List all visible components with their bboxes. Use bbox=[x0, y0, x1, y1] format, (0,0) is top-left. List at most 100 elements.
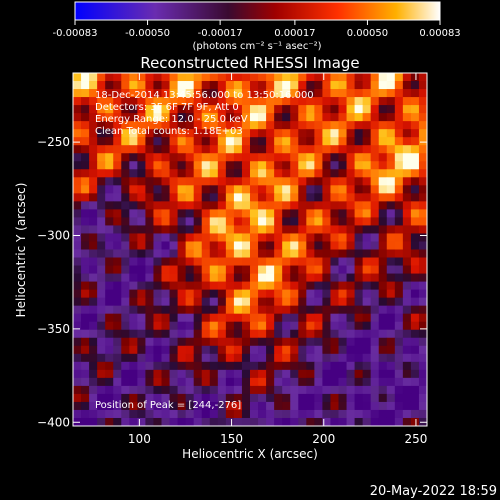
heatmap-cell bbox=[97, 289, 106, 299]
heatmap-cell bbox=[153, 193, 162, 202]
heatmap-cell bbox=[129, 353, 138, 363]
heatmap-cell bbox=[145, 313, 154, 323]
heatmap-cell bbox=[386, 89, 396, 98]
heatmap-cell bbox=[354, 265, 364, 274]
heatmap-cell bbox=[330, 257, 339, 266]
heatmap-cell bbox=[241, 385, 251, 395]
heatmap-cell bbox=[209, 185, 219, 194]
heatmap-cell bbox=[250, 105, 259, 114]
heatmap-cell bbox=[169, 241, 178, 250]
heatmap-cell bbox=[338, 169, 347, 178]
heatmap-cell bbox=[185, 409, 195, 419]
heatmap-cell bbox=[73, 161, 82, 170]
heatmap-cell bbox=[105, 169, 114, 178]
heatmap-cell bbox=[410, 321, 420, 331]
heatmap-cell bbox=[330, 105, 339, 114]
heatmap-cell bbox=[217, 281, 227, 291]
heatmap-cell bbox=[250, 409, 259, 419]
heatmap-cell bbox=[161, 89, 170, 98]
heatmap-cell bbox=[418, 153, 427, 162]
heatmap-cell bbox=[370, 417, 380, 426]
heatmap-cell bbox=[306, 193, 315, 202]
heatmap-cell bbox=[370, 313, 380, 323]
heatmap-cell bbox=[362, 137, 372, 146]
heatmap-cell bbox=[161, 185, 170, 194]
heatmap-cell bbox=[145, 345, 154, 355]
heatmap-cell bbox=[354, 193, 364, 202]
heatmap-cell bbox=[410, 385, 420, 395]
heatmap-cell bbox=[306, 265, 315, 274]
heatmap-cell bbox=[73, 369, 82, 379]
heatmap-cell bbox=[161, 345, 170, 355]
heatmap-cell bbox=[137, 345, 146, 355]
heatmap-cell bbox=[145, 281, 154, 291]
heatmap-cell bbox=[233, 241, 243, 250]
heatmap-cell bbox=[386, 409, 396, 419]
heatmap-cell bbox=[137, 89, 146, 98]
heatmap-cell bbox=[137, 361, 146, 371]
heatmap-cell bbox=[89, 409, 98, 419]
heatmap-cell bbox=[89, 193, 98, 202]
heatmap-cell bbox=[250, 185, 259, 194]
heatmap-cell bbox=[193, 201, 203, 210]
heatmap-cell bbox=[394, 121, 404, 130]
heatmap-cell bbox=[354, 393, 364, 403]
heatmap-cell bbox=[81, 409, 90, 419]
heatmap-cell bbox=[73, 121, 82, 130]
heatmap-cell bbox=[306, 377, 315, 387]
heatmap-cell bbox=[250, 385, 259, 395]
heatmap-cell bbox=[346, 353, 355, 363]
heatmap-cell bbox=[322, 97, 331, 106]
heatmap-cell bbox=[386, 265, 396, 274]
heatmap-cell bbox=[314, 401, 323, 411]
heatmap-cell bbox=[193, 297, 203, 307]
heatmap-cell bbox=[314, 273, 323, 282]
heatmap-cell bbox=[241, 113, 251, 122]
heatmap-cell bbox=[97, 97, 106, 106]
heatmap-cell bbox=[386, 81, 396, 90]
heatmap-cell bbox=[169, 73, 178, 82]
heatmap-cell bbox=[217, 337, 227, 347]
heatmap-cell bbox=[402, 177, 412, 186]
heatmap-cell bbox=[137, 313, 146, 323]
heatmap-cell bbox=[225, 281, 235, 291]
heatmap-cell bbox=[81, 161, 90, 170]
heatmap-cell bbox=[402, 201, 412, 210]
heatmap-cell bbox=[322, 313, 331, 323]
heatmap-cell bbox=[290, 73, 299, 82]
heatmap-cell bbox=[282, 313, 291, 323]
heatmap-cell bbox=[217, 137, 227, 146]
heatmap-cell bbox=[201, 137, 211, 146]
heatmap-cell bbox=[274, 353, 283, 363]
heatmap-cell bbox=[378, 113, 388, 122]
heatmap-cell bbox=[145, 353, 154, 363]
heatmap-cell bbox=[402, 81, 412, 90]
heatmap-cell bbox=[258, 289, 267, 299]
heatmap-cell bbox=[250, 193, 259, 202]
heatmap-cell bbox=[362, 73, 372, 82]
heatmap-cell bbox=[225, 393, 235, 403]
heatmap-cell bbox=[121, 161, 130, 170]
heatmap-cell bbox=[322, 177, 331, 186]
heatmap-cell bbox=[89, 89, 98, 98]
heatmap-cell bbox=[370, 305, 380, 315]
heatmap-cell bbox=[97, 249, 106, 258]
heatmap-cell bbox=[129, 137, 138, 146]
heatmap-cell bbox=[362, 153, 372, 162]
heatmap-cell bbox=[73, 145, 82, 154]
heatmap-cell bbox=[193, 209, 203, 218]
heatmap-cell bbox=[217, 401, 227, 411]
heatmap-cell bbox=[73, 257, 82, 266]
heatmap-cell bbox=[89, 129, 98, 138]
heatmap-cell bbox=[354, 185, 364, 194]
heatmap-cell bbox=[113, 393, 122, 403]
heatmap-cell bbox=[73, 89, 82, 98]
heatmap-cell bbox=[105, 241, 114, 250]
heatmap-cell bbox=[145, 89, 154, 98]
heatmap-cell bbox=[258, 401, 267, 411]
heatmap-cell bbox=[298, 97, 307, 106]
heatmap-cell bbox=[121, 97, 130, 106]
heatmap-cell bbox=[185, 345, 195, 355]
heatmap-cell bbox=[386, 313, 396, 323]
heatmap-cell bbox=[121, 145, 130, 154]
